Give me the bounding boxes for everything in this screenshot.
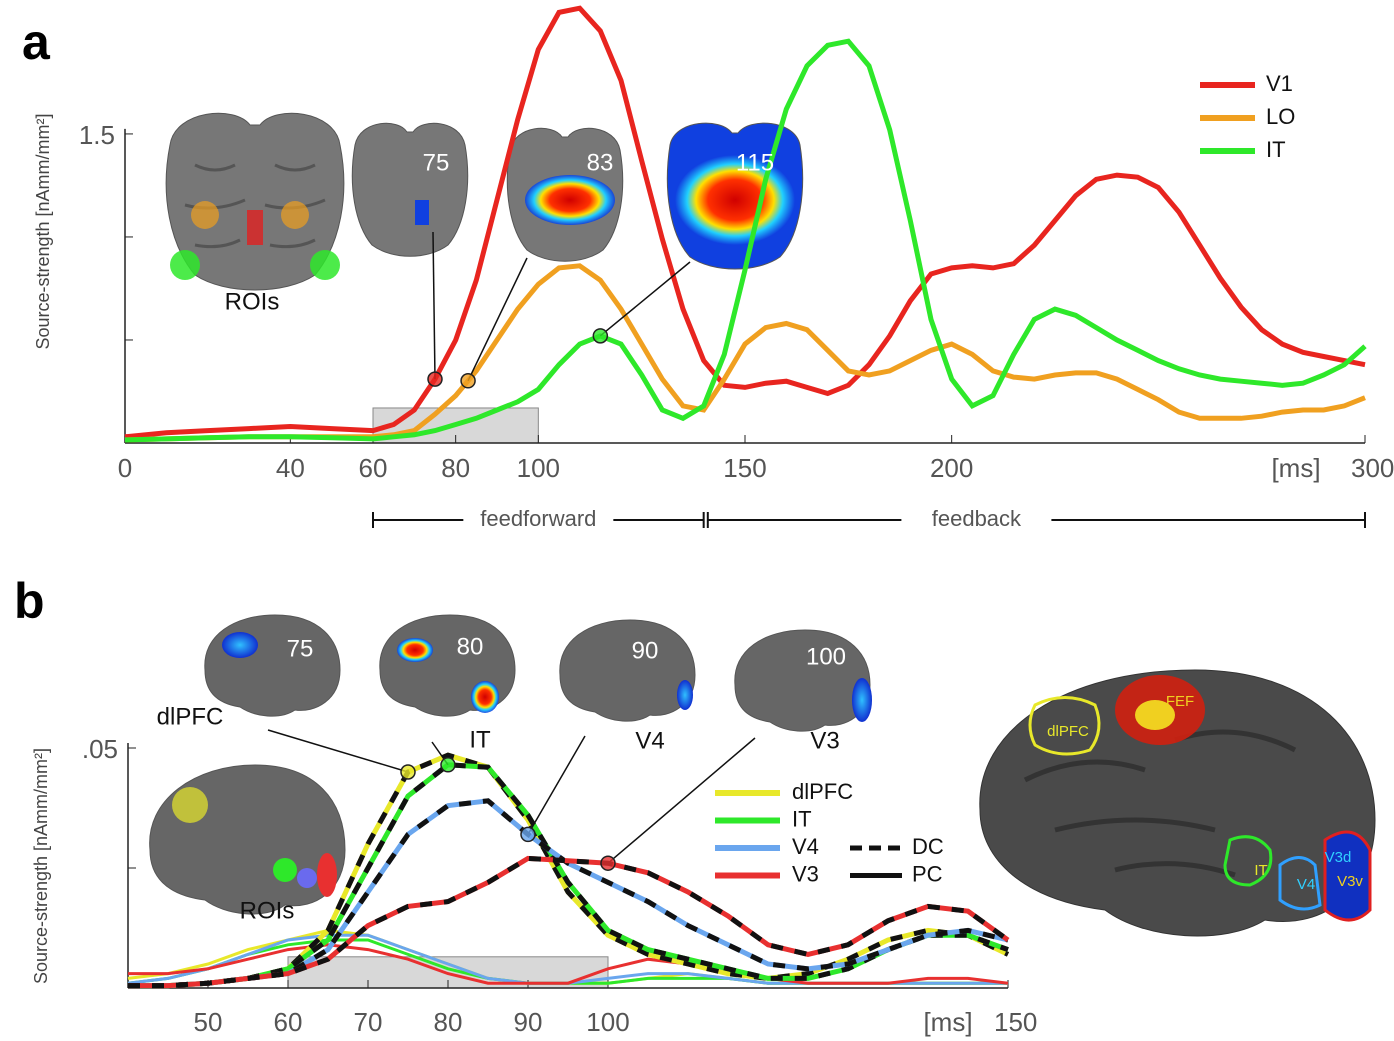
brain-time-label: 75 [423, 149, 450, 176]
annotation-leader [599, 261, 691, 337]
x-axis-label: [ms] [1271, 453, 1320, 483]
roi-map-label: V3v [1337, 873, 1363, 890]
annotation-marker [460, 373, 476, 389]
x-tick-label: 150 [723, 453, 766, 483]
annotation-leader [527, 735, 586, 835]
dc-dash [128, 855, 1010, 989]
roi-map-label: V4 [1297, 876, 1315, 893]
x-tick-label: 60 [359, 453, 388, 483]
phase-label-bg [463, 506, 614, 534]
legend-label: dlPFC [792, 779, 853, 804]
legend-label: V1 [1266, 71, 1293, 96]
roi-map-label: V3d [1325, 849, 1352, 866]
brain-images-a [165, 112, 804, 291]
x-tick-label: 80 [434, 1007, 463, 1037]
brain-time-label: 75 [287, 635, 314, 662]
phase-label-bg [901, 506, 1052, 534]
brain-time-label: 90 [632, 637, 659, 664]
annotation-marker [600, 855, 616, 871]
roi-map-label: IT [1254, 862, 1267, 879]
brain-time-label: 100 [806, 643, 846, 670]
brain-images-b [149, 614, 1376, 937]
brain-time-label: 83 [587, 149, 614, 176]
phase-label: feedback [932, 506, 1022, 531]
region-label: V3 [810, 727, 839, 754]
x-tick-label: 100 [586, 1007, 629, 1037]
annotation-leader [467, 257, 528, 382]
x-tick-label: 80 [441, 453, 470, 483]
annotation-marker [427, 371, 443, 387]
y-tick-label: 1.5 [79, 120, 115, 150]
y-axis-label: Source-strength [nAmm/mm²] [33, 113, 53, 349]
legend-label: IT [792, 806, 812, 831]
region-label: IT [469, 726, 491, 753]
panel-letter: a [22, 14, 51, 70]
legend-label: LO [1266, 104, 1295, 129]
x-tick-label: 50 [194, 1007, 223, 1037]
phase-label: feedforward [480, 506, 596, 531]
legend-label: V3 [792, 861, 819, 886]
x-tick-label: 300 [1351, 453, 1394, 483]
x-tick-label: 70 [354, 1007, 383, 1037]
annotation-leader [607, 737, 756, 864]
x-tick-label: 0 [118, 453, 132, 483]
y-axis-label: Source-strength [nAmm/mm²] [31, 748, 51, 984]
line [124, 38, 1367, 443]
y-tick-label: .05 [82, 734, 118, 764]
legend-label: V4 [792, 834, 819, 859]
brain-time-label: 115 [736, 149, 774, 176]
x-tick-label: 100 [517, 453, 560, 483]
x-tick-label: 90 [514, 1007, 543, 1037]
roi-label: ROIs [240, 897, 295, 924]
roi-label: ROIs [225, 288, 280, 315]
annotation-marker [520, 826, 536, 843]
annotation-leader [432, 231, 436, 380]
region-label: V4 [635, 727, 664, 754]
annotation-marker [592, 328, 609, 344]
annotation-marker [400, 764, 416, 780]
roi-map-label: dlPFC [1047, 723, 1089, 740]
x-tick-label: 40 [276, 453, 305, 483]
annotation-leader [267, 729, 409, 773]
x-tick-label: 200 [930, 453, 973, 483]
region-label: dlPFC [157, 703, 224, 730]
x-tick-label: 150 [994, 1007, 1037, 1037]
x-axis-label: [ms] [923, 1007, 972, 1037]
panel-letter: b [14, 573, 45, 629]
annotation-marker [440, 757, 456, 773]
legend-style-label: DC [912, 834, 944, 859]
x-tick-label: 60 [274, 1007, 303, 1037]
legend-label: IT [1266, 137, 1286, 162]
legend-style-label: PC [912, 861, 943, 886]
line [124, 263, 1366, 443]
pc-line [128, 943, 1009, 985]
brain-time-label: 80 [457, 633, 484, 660]
dc-dash [128, 762, 1009, 989]
roi-map-label: FEF [1166, 693, 1194, 710]
